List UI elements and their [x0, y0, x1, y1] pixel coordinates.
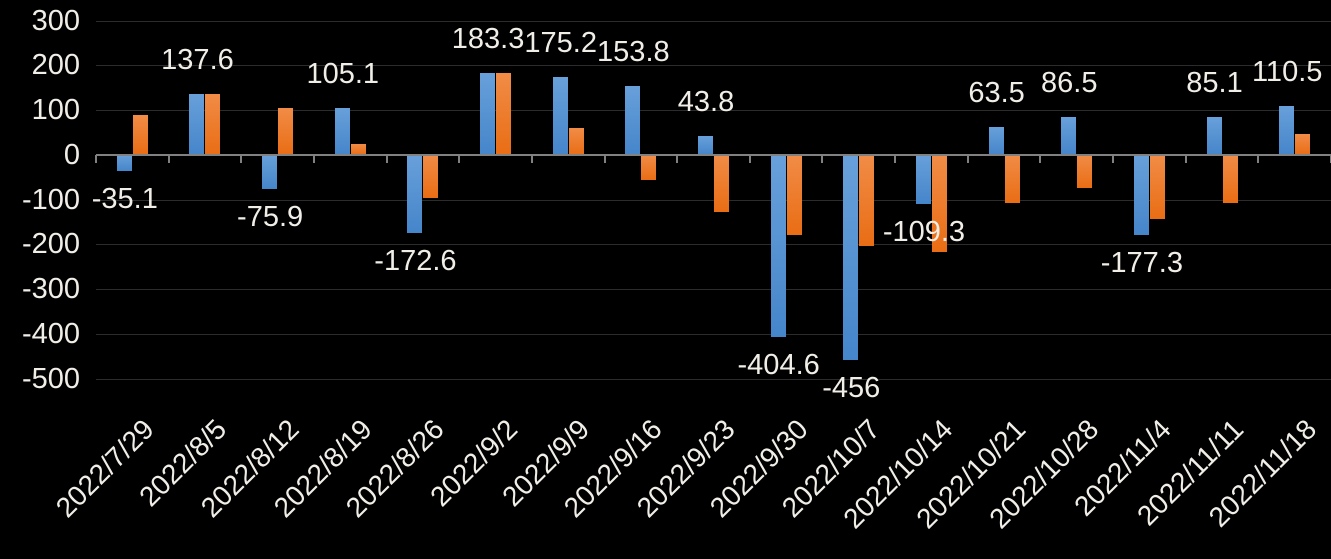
orange-series-bar — [641, 155, 657, 180]
x-axis-tick-mark — [312, 155, 315, 164]
orange-series-bar — [1295, 133, 1311, 156]
gridline — [96, 199, 1331, 201]
gridline — [96, 289, 1331, 291]
blue-series-bar — [915, 155, 931, 205]
gridline — [96, 334, 1331, 335]
orange-series-bar — [350, 143, 366, 156]
orange-series-bar — [1004, 155, 1020, 203]
y-axis-tick-label: -200 — [21, 228, 80, 261]
orange-series-bar — [786, 155, 802, 236]
x-axis-tick-mark — [603, 155, 606, 164]
x-axis-tick-mark — [676, 155, 679, 164]
blue-series-bar — [334, 108, 350, 156]
x-axis-tick-mark — [966, 155, 969, 164]
blue-series-bar — [116, 155, 132, 172]
orange-series-bar — [859, 155, 875, 247]
zero-axis-line — [96, 154, 1331, 157]
blue-series-bar — [1279, 105, 1295, 156]
blue-series-bar — [770, 155, 786, 337]
orange-series-bar — [931, 155, 947, 252]
orange-series-bar — [714, 155, 729, 213]
data-label: 175.2 — [524, 26, 597, 59]
x-axis-tick-mark — [385, 155, 388, 164]
data-label: -75.9 — [237, 201, 304, 234]
data-label: 110.5 — [1251, 55, 1323, 88]
y-axis-tick-label: 200 — [31, 49, 80, 82]
gridline — [96, 244, 1331, 246]
data-label: 86.5 — [1041, 66, 1098, 99]
x-axis-tick-mark — [95, 155, 97, 164]
x-axis-tick-mark — [1257, 155, 1260, 164]
x-axis-tick-mark — [894, 155, 897, 164]
orange-series-bar — [423, 155, 439, 198]
y-axis-tick-label: -300 — [21, 273, 80, 306]
blue-series-bar — [843, 155, 859, 360]
data-label: -109.3 — [882, 216, 966, 249]
blue-series-bar — [1133, 155, 1149, 235]
data-label: -172.6 — [374, 244, 457, 277]
gridline — [96, 20, 1331, 22]
x-axis-tick-mark — [167, 155, 170, 164]
x-axis-tick-mark — [530, 155, 533, 164]
x-axis-tick-mark — [1112, 155, 1115, 164]
y-axis-tick-label: 300 — [31, 4, 80, 37]
x-axis-tick-mark — [240, 155, 243, 164]
data-label: 153.8 — [597, 36, 670, 69]
blue-series-bar — [625, 86, 641, 156]
data-label: -35.1 — [91, 183, 158, 216]
blue-series-bar — [407, 155, 423, 233]
x-axis-tick-mark — [1184, 155, 1187, 164]
data-label: 105.1 — [306, 58, 380, 91]
blue-series-bar — [698, 135, 713, 156]
data-label: 63.5 — [968, 76, 1025, 109]
data-label: 137.6 — [161, 43, 234, 76]
data-label: -177.3 — [1100, 246, 1183, 279]
y-axis-tick-label: -100 — [21, 183, 80, 216]
x-axis-tick-mark — [821, 155, 824, 164]
gridline — [96, 65, 1331, 67]
gridline — [96, 378, 1331, 380]
y-axis-tick-label: 0 — [63, 138, 80, 171]
x-axis-tick-mark — [458, 155, 461, 164]
orange-series-bar — [205, 94, 221, 156]
data-label: 85.1 — [1186, 67, 1243, 100]
y-axis-tick-label: -500 — [21, 362, 80, 395]
orange-series-bar — [1149, 155, 1165, 220]
y-axis-tick-label: -400 — [21, 318, 80, 350]
blue-series-bar — [1206, 117, 1222, 156]
blue-series-bar — [480, 73, 496, 156]
orange-series-bar — [496, 73, 512, 156]
data-label: 183.3 — [451, 23, 525, 56]
blue-series-bar — [262, 155, 278, 190]
data-label: -456 — [822, 371, 881, 404]
orange-series-bar — [568, 127, 584, 156]
orange-series-bar — [1222, 155, 1238, 203]
x-axis-category-label: 2022/7/29 — [49, 413, 160, 524]
orange-series-bar — [132, 114, 148, 156]
data-label: 43.8 — [677, 85, 735, 118]
blue-series-bar — [988, 126, 1004, 156]
blue-series-bar — [552, 76, 568, 156]
data-label: -404.6 — [737, 348, 820, 381]
orange-series-bar — [278, 108, 294, 156]
x-axis-tick-mark — [748, 155, 751, 164]
gridline — [96, 110, 1331, 112]
orange-series-bar — [1077, 155, 1093, 188]
y-axis-tick-label: 100 — [31, 94, 80, 127]
x-axis-tick-mark — [1039, 155, 1042, 164]
blue-series-bar — [189, 93, 205, 156]
blue-series-bar — [1061, 116, 1077, 156]
